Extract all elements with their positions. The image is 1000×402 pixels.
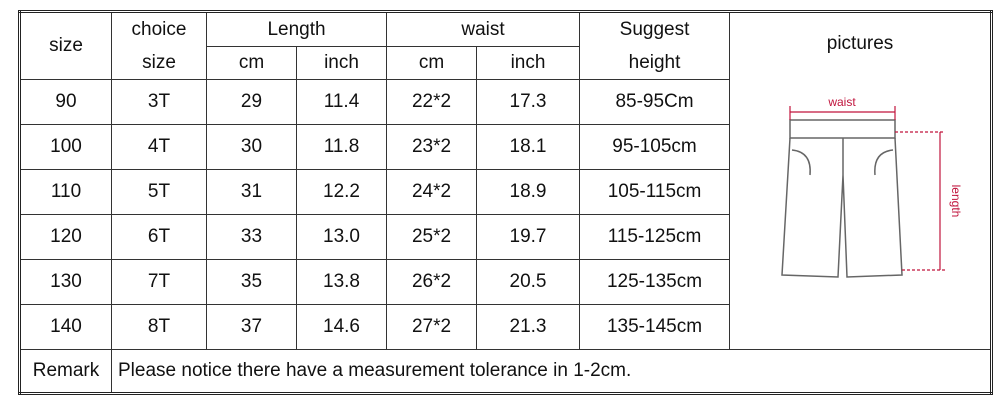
header-cell: Length <box>206 11 387 47</box>
remark-label: Remark <box>19 349 112 394</box>
header-text: height <box>628 52 681 73</box>
table-cell: 135-145cm <box>579 304 731 350</box>
length-label: length <box>949 185 963 218</box>
table-cell: 37 <box>206 304 297 350</box>
table-cell: 130 <box>19 259 112 305</box>
table-cell: 12.2 <box>296 169 387 215</box>
header-text: size <box>142 52 176 73</box>
table-cell: 90 <box>19 79 112 125</box>
table-cell: 120 <box>19 214 112 260</box>
table-cell: 140 <box>19 304 112 350</box>
header-cell: choice size <box>111 11 207 80</box>
table-cell: 17.3 <box>475 79 581 125</box>
table-cell: 24*2 <box>386 169 477 215</box>
table-cell: 115-125cm <box>579 214 731 260</box>
shorts-diagram: waist length <box>781 95 963 278</box>
header-cell: waist <box>385 11 581 47</box>
table-cell: 18.9 <box>475 169 581 215</box>
header-cell: inch <box>296 46 387 80</box>
table-cell: 11.8 <box>296 124 387 170</box>
table-cell: 13.8 <box>296 259 387 305</box>
table-cell: 105-115cm <box>579 169 731 215</box>
table-cell: 95-105cm <box>579 124 731 170</box>
table-cell: 125-135cm <box>579 259 731 305</box>
table-row: 130 7T 35 13.8 26*2 20.5 125-135cm <box>19 259 992 305</box>
table-row: 90 3T 29 11.4 22*2 17.3 85-95Cm <box>19 79 992 125</box>
table-cell: 11.4 <box>296 79 387 125</box>
table-cell: 33 <box>206 214 297 260</box>
table-cell: 85-95Cm <box>579 79 731 125</box>
table-cell: 30 <box>206 124 297 170</box>
header-cell: Suggest height <box>579 11 731 80</box>
table-cell: 100 <box>19 124 112 170</box>
table-cell: 26*2 <box>386 259 477 305</box>
header-cell: inch <box>475 46 581 80</box>
table-cell: 18.1 <box>475 124 581 170</box>
pictures-cell: pictures waist length <box>729 11 993 350</box>
table-cell: 6T <box>111 214 207 260</box>
header-text: Suggest <box>619 19 690 40</box>
pictures-title: pictures <box>826 33 894 54</box>
table-cell: 35 <box>206 259 297 305</box>
table-cell: 13.0 <box>296 214 387 260</box>
table-cell: 31 <box>206 169 297 215</box>
table-row: 120 6T 33 13.0 25*2 19.7 115-125cm <box>19 214 992 260</box>
waist-label: waist <box>827 95 856 109</box>
header-cell: cm <box>386 46 477 80</box>
table-row: 140 8T 37 14.6 27*2 21.3 135-145cm <box>19 304 992 350</box>
table-cell: 21.3 <box>475 304 581 350</box>
table-cell: 110 <box>19 169 112 215</box>
table-cell: 14.6 <box>296 304 387 350</box>
table-row: 100 4T 30 11.8 23*2 18.1 95-105cm <box>19 124 992 170</box>
table-cell: 25*2 <box>386 214 477 260</box>
remark-row: Remark Please notice there have a measure… <box>19 349 993 394</box>
table-cell: 22*2 <box>386 79 477 125</box>
remark-text: Please notice there have a measurement t… <box>110 349 993 394</box>
table-cell: 8T <box>111 304 207 350</box>
table-cell: 7T <box>111 259 207 305</box>
table-row: 110 5T 31 12.2 24*2 18.9 105-115cm <box>19 169 992 215</box>
table-cell: 20.5 <box>475 259 581 305</box>
table-cell: 29 <box>206 79 297 125</box>
header-cell: size <box>19 11 112 80</box>
table-cell: 27*2 <box>386 304 477 350</box>
table-cell: 23*2 <box>386 124 477 170</box>
table-cell: 4T <box>111 124 207 170</box>
table-cell: 5T <box>111 169 207 215</box>
table-cell: 3T <box>111 79 207 125</box>
size-table: size choice size Length waist Suggest heig… <box>18 10 994 395</box>
table-cell: 19.7 <box>475 214 581 260</box>
header-text: choice <box>131 19 187 40</box>
header-cell: cm <box>206 46 297 80</box>
